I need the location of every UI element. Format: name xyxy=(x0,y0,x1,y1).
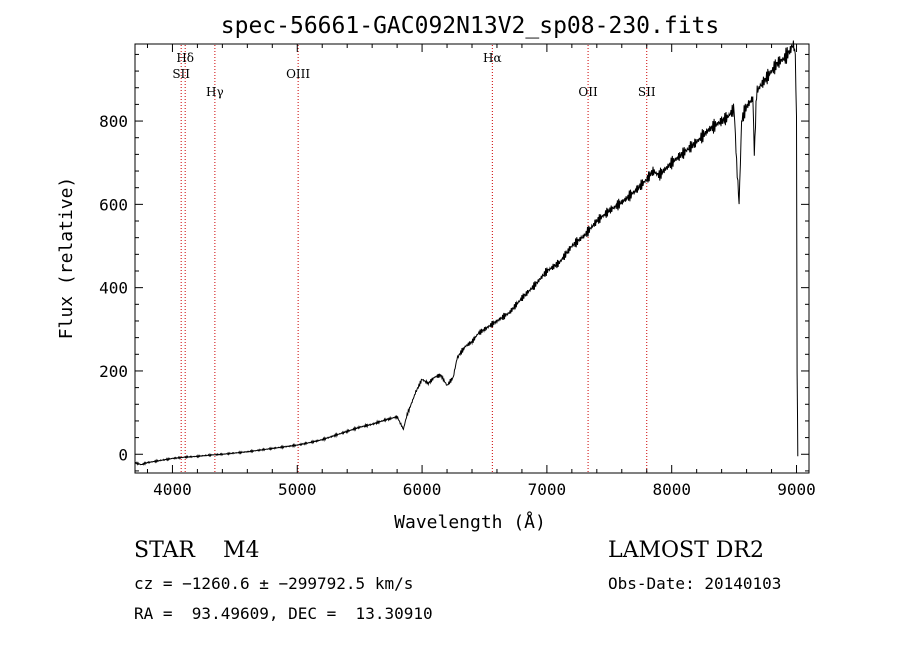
x-tick-label: 9000 xyxy=(777,480,816,499)
velocity-readout: cz = −1260.6 ± −299792.5 km/s xyxy=(134,574,414,593)
y-tick-label: 600 xyxy=(99,195,128,214)
x-tick-label: 4000 xyxy=(153,480,192,499)
line-marker-label: Hα xyxy=(483,51,502,65)
y-tick-label: 0 xyxy=(118,445,128,464)
line-marker-label: OIII xyxy=(286,67,310,81)
x-axis-label: Wavelength (Å) xyxy=(394,511,546,533)
observation-date: Obs-Date: 20140103 xyxy=(608,574,782,593)
coordinates-readout: RA = 93.49609, DEC = 13.30910 xyxy=(134,604,433,623)
line-marker-label: SII xyxy=(638,85,656,99)
y-tick-label: 400 xyxy=(99,279,128,298)
line-marker-label: Hγ xyxy=(206,85,224,99)
plot-frame xyxy=(134,43,810,474)
chart-title: spec-56661-GAC092N13V2_sp08-230.fits xyxy=(221,13,720,39)
x-tick-label: 7000 xyxy=(528,480,567,499)
y-tick-label: 200 xyxy=(99,362,128,381)
line-marker-label: OII xyxy=(578,85,598,99)
axis-ticks: 4000 5000 6000 7000 8000 9000 0 200 400 600 800 xyxy=(99,44,816,499)
x-tick-label: 6000 xyxy=(403,480,442,499)
survey-name: LAMOST DR2 xyxy=(608,538,764,563)
object-class: STAR M4 xyxy=(134,538,260,563)
x-tick-label: 8000 xyxy=(652,480,691,499)
x-tick-label: 5000 xyxy=(278,480,317,499)
y-tick-label: 800 xyxy=(99,112,128,131)
line-marker-label: SII xyxy=(172,67,190,81)
y-axis-label: Flux (relative) xyxy=(56,177,77,340)
spectrum-series-line xyxy=(135,40,799,466)
line-markers: Hδ SII Hγ OIII Hα OII SII xyxy=(172,45,656,472)
line-marker-label: Hδ xyxy=(176,51,194,65)
